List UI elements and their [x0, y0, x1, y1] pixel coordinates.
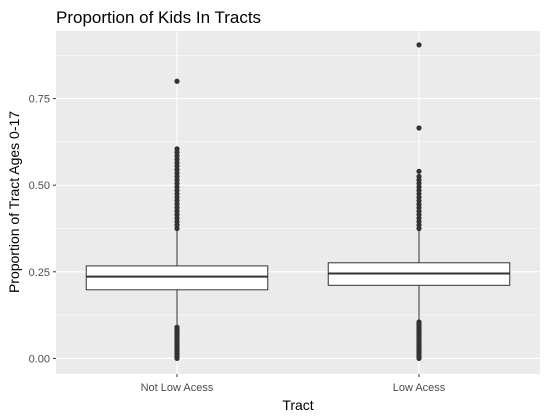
x-axis-title: Tract: [282, 397, 313, 413]
outlier-point: [416, 319, 422, 325]
x-tick-label: Not Low Acess: [141, 382, 214, 394]
y-tick-label: 0.50: [29, 180, 50, 192]
outlier-point: [174, 324, 180, 330]
x-tick-label: Low Acess: [393, 382, 446, 394]
outlier-point: [416, 125, 422, 131]
outlier-point: [416, 42, 422, 48]
y-axis-title: Proportion of Tract Ages 0-17: [6, 111, 22, 293]
boxplots: [85, 42, 511, 362]
outlier-point: [416, 173, 422, 180]
y-tick-label: 0.00: [29, 353, 50, 365]
box: [85, 265, 269, 291]
chart-title: Proportion of Kids In Tracts: [56, 8, 261, 27]
outlier-point: [416, 168, 422, 174]
y-tick-label: 0.75: [29, 94, 50, 106]
outlier-point: [174, 78, 180, 84]
plot-panel: [56, 31, 540, 374]
outlier-point: [174, 146, 180, 152]
axes: 0.00 0.25 0.50 0.75 Not Low Acess Low Acess: [29, 94, 446, 394]
y-tick-label: 0.25: [29, 267, 50, 279]
box-group: [327, 42, 511, 362]
box-group: [85, 78, 269, 362]
